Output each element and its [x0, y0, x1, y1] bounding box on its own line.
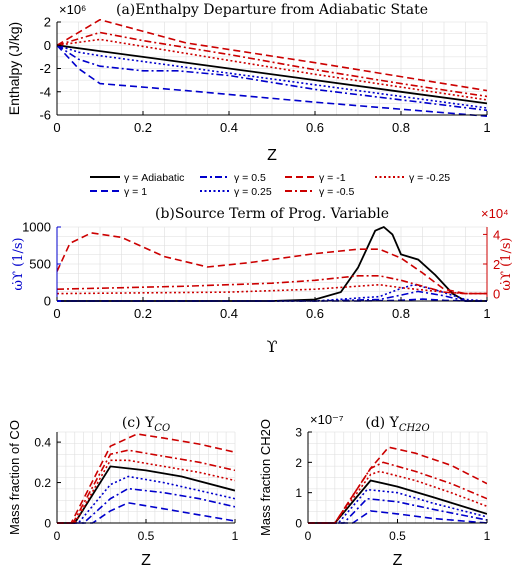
y-tick-label: 3	[295, 426, 302, 440]
legend-item: γ = Adiabatic	[90, 172, 184, 184]
x-axis-label: Z	[141, 552, 151, 569]
series-line	[308, 497, 487, 524]
x-tick-label: 0.4	[220, 120, 238, 135]
x-tick-label: 0.6	[306, 120, 324, 135]
y-tick-label: 1	[295, 486, 302, 500]
y-tick-label: 0	[44, 517, 51, 531]
legend-item: γ = 0.5	[200, 172, 266, 184]
y-tick-label: 0.2	[34, 476, 51, 490]
y-tick-label: 1000	[22, 220, 51, 235]
y-tick-label: -4	[39, 84, 51, 99]
x-axis-label: ϒ	[267, 337, 278, 356]
legend-item: γ = -0.5	[285, 186, 354, 198]
series-line	[57, 38, 487, 101]
y-tick-label: 0	[44, 294, 51, 309]
y-tick-label-right: 0	[493, 287, 500, 302]
chart-title: (b)Source Term of Prog. Variable	[155, 206, 389, 222]
series-line	[57, 44, 487, 109]
x-tick-label: 1	[484, 529, 491, 543]
legend-item: γ = -0.25	[375, 172, 450, 184]
y-axis-label-right: ω̇ϒ (1/s)	[499, 237, 514, 290]
y-tick-label: 2	[295, 456, 302, 470]
legend-label: γ = -1	[319, 172, 346, 184]
x-tick-label: 0.5	[138, 529, 155, 543]
panel-a: 0 0.2 0.4 0.6 0.8 1 -6 -4 -2 0 2 (a)Enthalpy Depart…	[6, 2, 491, 164]
x-tick-label: 0.8	[392, 120, 410, 135]
x-tick-label: 1	[483, 120, 490, 135]
series-line	[57, 290, 487, 302]
legend-item: γ = -1	[285, 172, 346, 184]
legend-label: γ = 0.25	[234, 186, 272, 198]
legend-label: γ = -0.5	[319, 186, 354, 198]
series-line	[308, 470, 487, 524]
series-line	[57, 44, 487, 105]
panel-c: 0 0.5 1 0 0.2 0.4 (c) YCO Z Mass fraction of CO	[7, 415, 239, 569]
y-tick-label-right: 2	[493, 257, 500, 272]
legend-item: γ = 0.25	[200, 186, 272, 198]
series-line	[57, 44, 487, 117]
y-axis-label: Enthalpy (J/kg)	[6, 22, 22, 115]
y-exponent-label: ×10⁻⁷	[310, 412, 344, 427]
legend-label: γ = 0.5	[234, 172, 266, 184]
x-tick-label: 0.6	[306, 306, 324, 321]
x-axis-label: Z	[267, 147, 277, 164]
y-axis-label: ω̇ϒ (1/s)	[11, 237, 26, 290]
y-axis-label: Mass fraction of CO	[7, 420, 22, 535]
x-tick-label: 0	[53, 306, 60, 321]
y-exponent-label: ×10⁶	[59, 2, 86, 17]
legend-label: γ = Adiabatic	[124, 172, 184, 184]
x-tick-label: 0	[305, 529, 312, 543]
series-line	[57, 283, 487, 295]
y-tick-label-right: 4	[493, 227, 500, 242]
x-tick-label: 0.2	[134, 306, 152, 321]
y-tick-label: 0	[44, 38, 51, 53]
x-tick-label: 0.2	[134, 120, 152, 135]
legend-item: γ = 1	[90, 186, 147, 198]
series-line	[57, 274, 487, 295]
y-tick-label: -6	[39, 108, 51, 123]
x-tick-label: 1	[232, 529, 239, 543]
series-line	[57, 475, 235, 524]
y-exponent-label-right: ×10⁴	[481, 206, 509, 221]
y-tick-label: -2	[39, 61, 51, 76]
x-tick-label: 1	[483, 306, 490, 321]
x-tick-label: 0	[54, 529, 61, 543]
y-tick-label: 2	[44, 15, 51, 30]
series-line	[57, 283, 487, 302]
x-tick-label: 0.8	[392, 306, 410, 321]
x-axis-label: Z	[393, 552, 403, 569]
legend-label: γ = 1	[124, 186, 147, 198]
x-tick-label: 0.5	[389, 529, 406, 543]
chart-title: (c) YCO	[122, 415, 170, 434]
x-tick-label: 0	[53, 120, 60, 135]
grid	[56, 21, 488, 116]
panel-d: 0 0.5 1 0 1 2 3 (d) YCH2O Z Mass fraction CH2O ×10…	[258, 412, 491, 569]
y-tick-label: 0.4	[34, 436, 51, 450]
legend: γ = Adiabatic γ = 1 γ = 0.5 γ = 0.25 γ = -1 γ…	[90, 172, 450, 198]
y-tick-label: 500	[29, 257, 51, 272]
grid	[56, 431, 236, 524]
legend-label: γ = -0.25	[409, 172, 450, 184]
y-axis-label: Mass fraction CH2O	[258, 419, 273, 536]
x-tick-label: 0.4	[220, 306, 238, 321]
series-group	[57, 19, 487, 117]
grid	[307, 431, 488, 524]
series-line	[57, 44, 487, 112]
chart-title: (d) YCH2O	[365, 415, 430, 434]
series-line	[57, 31, 487, 98]
y-tick-label: 0	[295, 517, 302, 531]
series-line	[57, 19, 487, 92]
chart-title: (a)Enthalpy Departure from Adiabatic Sta…	[116, 2, 428, 18]
